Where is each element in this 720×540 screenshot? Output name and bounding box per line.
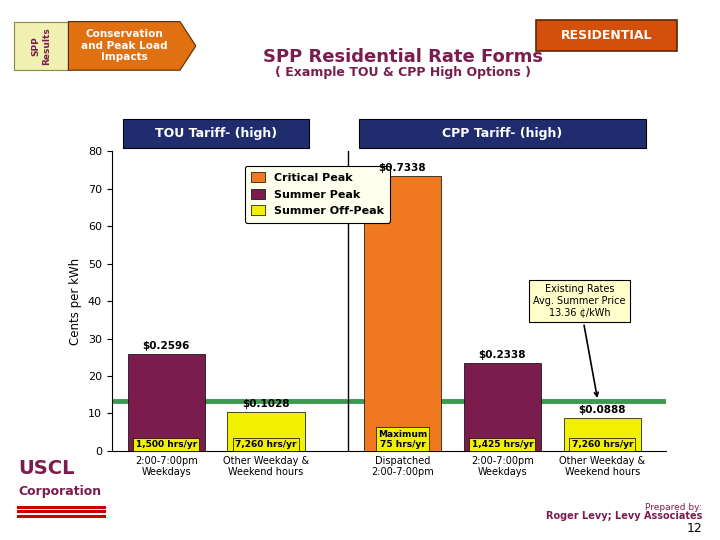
Text: $0.0888: $0.0888 [579,404,626,415]
Bar [228,413,305,451]
Text: Maximum
75 hrs/yr: Maximum 75 hrs/yr [378,430,427,449]
Text: 7,260 hrs/yr: 7,260 hrs/yr [572,440,633,449]
Text: 1,425 hrs/yr: 1,425 hrs/yr [472,440,534,449]
Text: $0.1028: $0.1028 [243,400,290,409]
Legend: Critical Peak, Summer Peak, Summer Off-Peak: Critical Peak, Summer Peak, Summer Off-P… [245,166,390,222]
Text: ( Example TOU & CPP High Options ): ( Example TOU & CPP High Options ) [275,66,531,79]
Text: RESIDENTIAL: RESIDENTIAL [561,29,652,42]
Text: Conservation
and Peak Load
Impacts: Conservation and Peak Load Impacts [81,29,168,63]
Text: $0.7338: $0.7338 [379,163,426,173]
Text: 12: 12 [686,522,702,535]
Text: CPP Tariff- (high): CPP Tariff- (high) [442,127,562,140]
Bar [564,417,641,451]
Text: Roger Levy; Levy Associates: Roger Levy; Levy Associates [546,511,702,521]
Text: SPP
Results: SPP Results [32,27,51,65]
Text: $0.2338: $0.2338 [479,350,526,360]
Text: Existing Rates
Avg. Summer Price
13.36 ¢/kWh: Existing Rates Avg. Summer Price 13.36 ¢… [534,285,626,396]
Bar [364,176,441,451]
Text: $0.2596: $0.2596 [143,341,190,350]
Text: TOU Tariff- (high): TOU Tariff- (high) [155,127,277,140]
Text: 7,260 hrs/yr: 7,260 hrs/yr [235,440,297,449]
Text: Prepared by:: Prepared by: [645,503,702,512]
Y-axis label: Cents per kWh: Cents per kWh [69,258,82,345]
Text: SPP Residential Rate Forms: SPP Residential Rate Forms [264,48,543,66]
Bar [127,354,204,451]
Text: USCL: USCL [18,459,74,478]
Text: Corporation: Corporation [18,485,101,498]
Bar [464,363,541,451]
Text: 1,500 hrs/yr: 1,500 hrs/yr [135,440,197,449]
